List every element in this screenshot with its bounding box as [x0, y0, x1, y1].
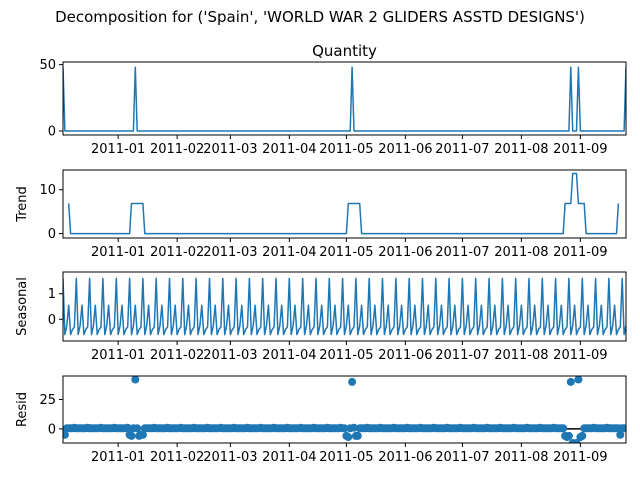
trend-xtick-label: 2011-06: [378, 245, 432, 260]
resid-xtick-label: 2011-09: [553, 450, 607, 465]
trend-series-line: [67, 172, 620, 235]
resid-xtick-label: 2011-05: [319, 450, 373, 465]
resid-ylabel: Resid: [15, 392, 30, 427]
trend-plot-area: [67, 172, 620, 235]
seasonal-ylabel: Seasonal: [15, 277, 30, 336]
seasonal-xtick-label: 2011-09: [553, 348, 607, 363]
trend-axes-frame: [62, 169, 627, 239]
seasonal-axes-frame: [62, 271, 627, 342]
resid-xtick-label: 2011-07: [435, 450, 489, 465]
trend-xtick-label: 2011-02: [150, 245, 204, 260]
resid-plot-area: [63, 376, 626, 443]
trend-xtick-label: 2011-07: [435, 245, 489, 260]
observed-xtick-label: 2011-07: [435, 142, 489, 157]
resid-xtick-label: 2011-06: [378, 450, 432, 465]
trend-ytick-label: 10: [39, 183, 56, 198]
seasonal-plot-area: [63, 277, 626, 336]
observed-xtick-label: 2011-02: [150, 142, 204, 157]
observed-xtick-label: 2011-05: [319, 142, 373, 157]
resid-xtick-label: 2011-02: [150, 450, 204, 465]
trend-xtick-label: 2011-01: [91, 245, 145, 260]
observed-xtick-label: 2011-03: [203, 142, 257, 157]
seasonal-xtick-label: 2011-02: [150, 348, 204, 363]
seasonal-ytick-label: 1: [48, 287, 56, 302]
observed-xtick-label: 2011-01: [91, 142, 145, 157]
observed-axes-frame: [62, 61, 627, 136]
observed-xtick-label: 2011-08: [494, 142, 548, 157]
resid-point: [620, 424, 626, 433]
resid-point: [133, 424, 142, 433]
resid-point-highlight: [616, 430, 625, 439]
resid-ytick-label: 25: [39, 393, 56, 408]
seasonal-xtick-label: 2011-03: [203, 348, 257, 363]
resid-xtick-label: 2011-03: [203, 450, 257, 465]
resid-point-highlight: [578, 431, 587, 440]
resid-point: [559, 424, 568, 433]
seasonal-xtick-label: 2011-01: [91, 348, 145, 363]
observed-ytick-label: 0: [48, 125, 56, 140]
seasonal-ytick-label: 0: [48, 313, 56, 328]
observed-series-line: [63, 66, 626, 132]
observed-plot-area: [63, 66, 626, 132]
resid-xtick-label: 2011-08: [494, 450, 548, 465]
observed-title: Quantity: [312, 42, 377, 60]
resid-point-highlight: [566, 377, 575, 386]
observed-xtick-label: 2011-06: [378, 142, 432, 157]
resid-point-highlight: [564, 431, 573, 440]
resid-xtick-label: 2011-04: [262, 450, 316, 465]
seasonal-xtick-label: 2011-07: [435, 348, 489, 363]
resid-point-highlight: [131, 376, 140, 384]
observed-ytick-label: 50: [39, 58, 56, 73]
resid-point-highlight: [127, 431, 136, 440]
resid-xtick-label: 2011-01: [91, 450, 145, 465]
seasonal-xtick-label: 2011-04: [262, 348, 316, 363]
resid-point-highlight: [344, 433, 353, 442]
resid-axes-frame: [62, 375, 627, 444]
observed-xtick-label: 2011-09: [553, 142, 607, 157]
resid-ytick-label: 0: [48, 422, 56, 437]
seasonal-xtick-label: 2011-08: [494, 348, 548, 363]
trend-xtick-label: 2011-08: [494, 245, 548, 260]
resid-point: [340, 424, 349, 433]
seasonal-xtick-label: 2011-05: [319, 348, 373, 363]
resid-point-highlight: [574, 376, 583, 384]
observed-xtick-label: 2011-04: [262, 142, 316, 157]
figure-suptitle: Decomposition for ('Spain', 'WORLD WAR 2…: [55, 8, 585, 26]
trend-xtick-label: 2011-04: [262, 245, 316, 260]
trend-ylabel: Trend: [15, 186, 30, 223]
resid-points: [63, 376, 626, 443]
resid-point-highlight: [138, 430, 147, 439]
trend-xtick-label: 2011-03: [203, 245, 257, 260]
trend-xtick-label: 2011-09: [553, 245, 607, 260]
seasonal-series-line: [63, 277, 626, 336]
resid-point-highlight: [353, 431, 362, 440]
resid-point-highlight: [348, 377, 357, 386]
seasonal-xtick-label: 2011-06: [378, 348, 432, 363]
trend-ytick-label: 0: [48, 227, 56, 242]
trend-xtick-label: 2011-05: [319, 245, 373, 260]
resid-point-highlight: [63, 430, 69, 439]
